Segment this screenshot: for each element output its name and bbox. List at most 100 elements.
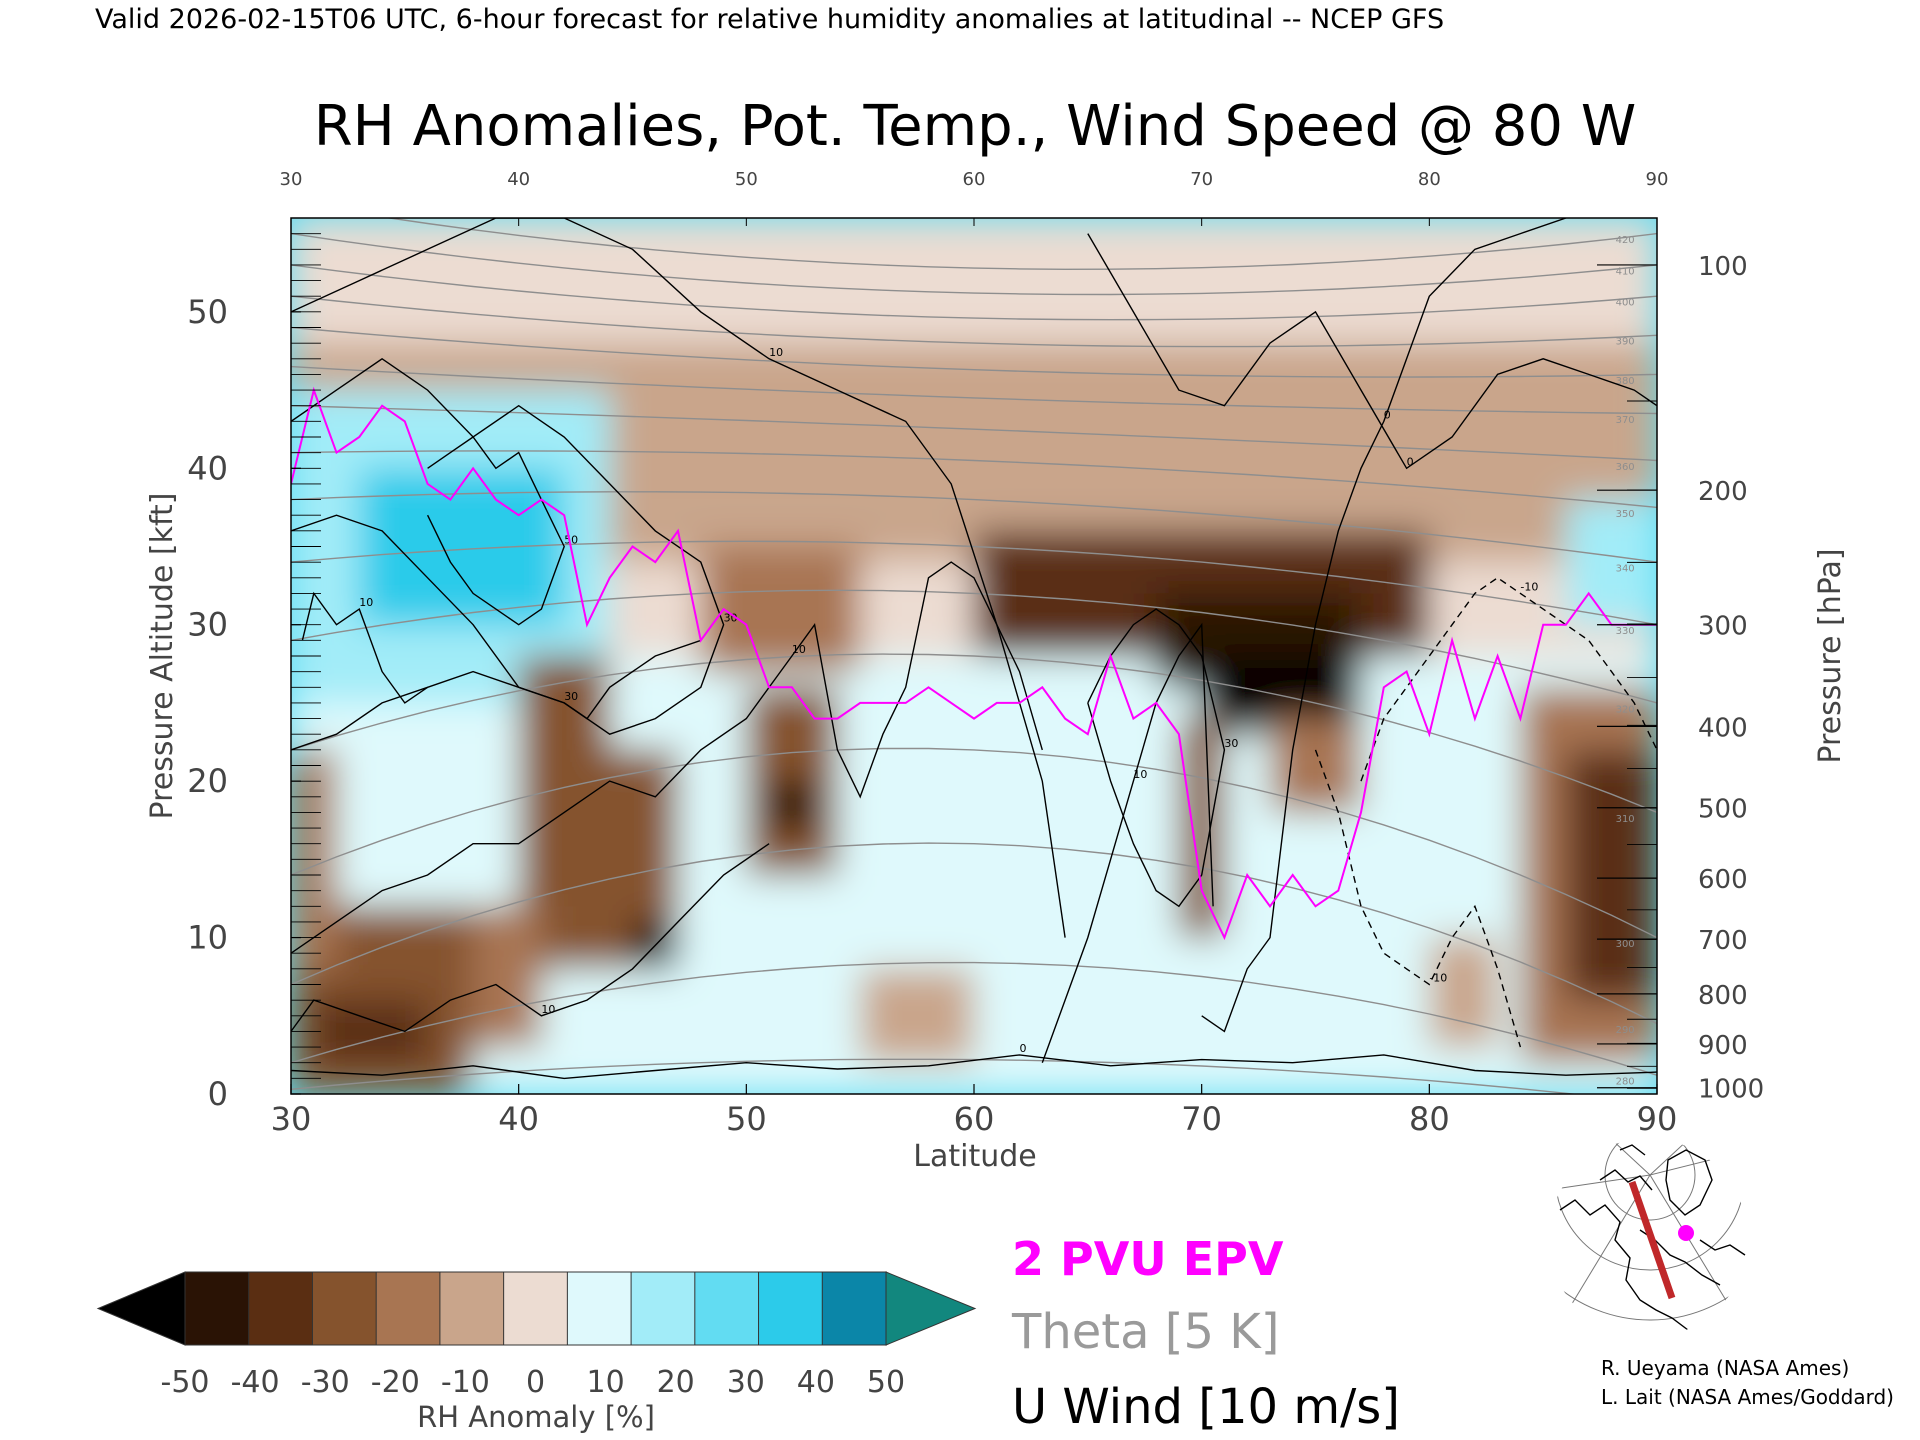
x-tick-label-80: 80 [1409,1100,1450,1138]
theta-contours: 2702802903003103203303403503603703803904… [291,218,1657,1116]
colorbar-tick-label-8: 30 [727,1365,765,1400]
theta-line-370 [291,365,1657,415]
u-wind-contour-11 [291,1054,1657,1080]
colorbar-segment-1 [248,1271,314,1346]
u-wind-easterly-label-1: -10 [1429,972,1447,985]
u-wind-label-8: 10 [1133,768,1147,781]
colorbar-segment-7 [630,1271,696,1346]
x-top-tick-label-60: 60 [963,169,986,190]
anomaly-cell-24 [1565,749,1657,1001]
u-wind-label-0: 10 [359,596,373,609]
anomaly-cell-19 [473,906,542,1048]
x-top-tick-label-50: 50 [735,169,758,190]
u-wind-contour-6 [291,843,770,1033]
u-wind-contour-2 [426,436,565,626]
theta-line-390 [291,295,1657,348]
anomaly-cell-25 [1429,937,1498,1048]
legend-wind: U Wind [10 m/s] [1012,1379,1400,1435]
credit-line-2: L. Lait (NASA Ames/Goddard) [1601,1385,1894,1409]
theta-line-400 [291,264,1657,321]
pressure-tick-label-300: 300 [1698,612,1748,642]
colorbar-tick-label-0: -50 [161,1365,210,1400]
theta-line-420 [384,218,1657,270]
colorbar-segment-8 [694,1271,760,1346]
colorbar-segment-5 [503,1271,569,1346]
x-tick-label-90: 90 [1637,1100,1678,1138]
pressure-tick-label-500: 500 [1698,795,1748,825]
anomaly-cell-5 [291,218,1657,344]
colorbar-tick-label-5: 0 [526,1365,545,1400]
y-tick-label-20: 20 [187,762,228,800]
theta-line-410 [291,232,1657,296]
theta-label-350: 350 [1616,509,1635,520]
theta-label-320: 320 [1616,704,1635,715]
y-axis-left: 0 10 20 30 40 50 [187,293,301,1113]
theta-label-380: 380 [1616,376,1635,387]
y-tick-label-30: 30 [187,606,228,644]
theta-label-370: 370 [1616,415,1635,426]
u-wind-label-9: 0 [1384,408,1391,421]
theta-line-300 [291,747,1657,939]
theta-line-270 [291,1058,1579,1094]
x-top-tick-label-90: 90 [1646,169,1669,190]
x-top-tick-label-30: 30 [280,169,303,190]
y-tick-label-0: 0 [208,1075,228,1113]
colorbar-tick-label-3: -20 [371,1365,420,1400]
u-wind-contour-9 [1201,218,1569,1033]
pressure-tick-label-1000: 1000 [1698,1075,1764,1105]
theta-label-270: 270 [1616,1105,1635,1116]
anomaly-cell-22 [1269,718,1362,813]
u-wind-easterly-contour-1 [1314,749,1522,1048]
colorbar-tick-label-2: -30 [301,1365,350,1400]
theta-line-330 [291,540,1657,626]
theta-line-350 [291,450,1657,509]
pressure-tick-label-800: 800 [1698,981,1748,1011]
valid-line: Valid 2026-02-15T06 UTC, 6-hour forecast… [95,4,1444,35]
colorbar-segment-3 [375,1271,441,1346]
theta-label-410: 410 [1616,266,1635,277]
chart-title: RH Anomalies, Pot. Temp., Wind Speed @ 8… [314,94,1636,159]
anomaly-cell-26 [860,968,974,1063]
colorbar-tick-label-7: 20 [657,1365,695,1400]
pressure-tick-label-400: 400 [1698,713,1748,743]
u-wind-contour-4 [291,608,725,751]
u-wind-label-11: 0 [1020,1042,1027,1055]
colorbar-segment-2 [311,1271,378,1346]
anomaly-cell-8 [700,546,861,672]
theta-label-420: 420 [1616,235,1635,246]
x-top-tick-label-40: 40 [507,169,530,190]
theta-label-310: 310 [1616,814,1635,825]
colorbar-tick-label-1: -40 [231,1365,280,1400]
theta-line-290 [291,842,1657,1025]
x-axis-label: Latitude [913,1139,1036,1174]
colorbar-segment-6 [566,1271,633,1346]
credit-line-1: R. Ueyama (NASA Ames) [1601,1356,1849,1380]
colorbar-segment-4 [439,1271,505,1346]
y-tick-label-50: 50 [187,293,228,331]
theta-line-360 [291,405,1657,462]
u-wind-contour-3 [291,218,1066,938]
colorbar-segment-9 [758,1271,824,1346]
x-tick-label-40: 40 [498,1100,539,1138]
theta-label-300: 300 [1616,939,1635,950]
theta-label-340: 340 [1616,564,1635,575]
colorbar-under-arrow [96,1271,186,1346]
y-tick-label-10: 10 [187,919,228,957]
y-axis-left-label: Pressure Altitude [kft] [145,493,180,820]
u-wind-contour-8 [1041,622,1214,1063]
u-wind-label-5: 10 [792,643,806,656]
u-wind-contour-1 [291,357,725,735]
colorbar-segment-10 [821,1271,887,1346]
u-wind-contour-10 [1087,233,1657,470]
u-wind-easterly-label-0: -10 [1520,580,1538,593]
colorbar-tick-label-10: 50 [867,1365,905,1400]
map-marker [1678,1225,1694,1241]
epv-2pvu-line [291,386,1657,941]
anomaly-cell-21 [1178,718,1225,938]
theta-label-390: 390 [1616,337,1635,348]
pressure-tick-label-600: 600 [1698,865,1748,895]
x-axis-bottom: 30 40 50 60 70 80 90 [271,1084,1678,1138]
u-wind-label-4: 30 [564,690,578,703]
